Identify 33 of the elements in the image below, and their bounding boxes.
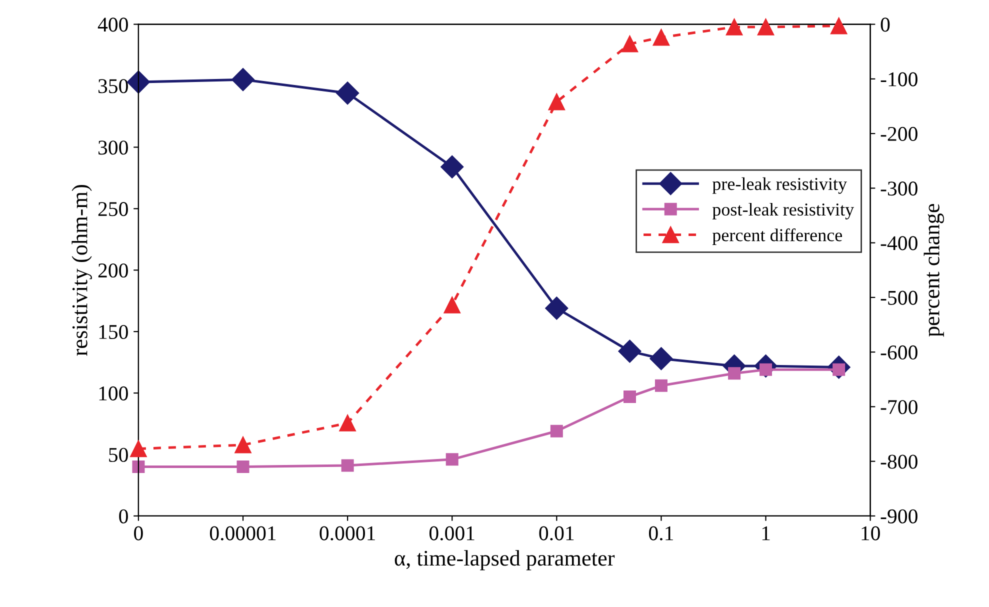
x-tick-label: 10 — [862, 526, 880, 540]
x-tick-label: 0.001 — [429, 526, 474, 540]
y-tick-label: 200 — [98, 263, 128, 278]
x-tick-label: 0.01 — [539, 526, 574, 540]
y2-tick-label: -200 — [880, 126, 918, 141]
y-tick-label: 250 — [98, 202, 128, 216]
y2-tick-label: 0 — [880, 18, 890, 32]
x-axis-title: α, time-lapsed parameter — [394, 550, 615, 570]
y2-tick-label: -800 — [880, 454, 918, 469]
y-axis-title: resistivity (ohm-m) — [72, 184, 92, 356]
y2-tick-label: -700 — [880, 400, 918, 414]
y-tick-label: 350 — [98, 79, 128, 94]
y2-tick-label: -500 — [880, 290, 918, 305]
x-tick-label: 0 — [134, 526, 143, 540]
x-tick-label: 0.1 — [648, 526, 673, 540]
x-tick-label: 1 — [762, 526, 770, 540]
y-tick-label: 50 — [109, 448, 128, 462]
y2-tick-label: -300 — [880, 182, 918, 196]
y-tick-label: 150 — [99, 324, 128, 340]
y2-tick-label: -900 — [880, 509, 918, 524]
x-tick-label: 0.00001 — [210, 526, 276, 540]
y-tick-label: 0 — [119, 509, 128, 524]
y2-tick-label: -600 — [880, 345, 918, 360]
legend-label: pre-leak resistivity — [712, 177, 847, 194]
y2-axis-title: percent change — [924, 204, 944, 337]
y-tick-label: 300 — [98, 140, 128, 155]
x-tick-label: 0.0001 — [320, 526, 375, 540]
legend-label: percent difference — [712, 228, 842, 245]
y2-tick-label: -100 — [880, 72, 918, 86]
legend-label: post-leak resistivity — [712, 202, 854, 220]
y2-tick-label: -400 — [880, 236, 918, 250]
y-tick-label: 400 — [98, 18, 128, 32]
y-tick-label: 100 — [99, 386, 128, 400]
